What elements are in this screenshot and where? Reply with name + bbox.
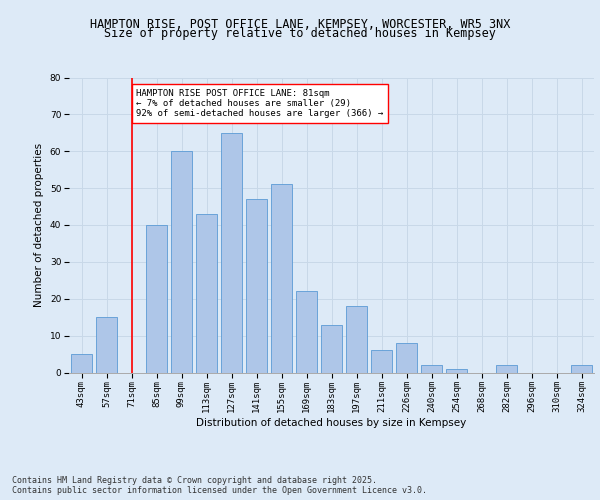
Bar [496, 365, 517, 372]
Bar [396, 343, 417, 372]
Bar [346, 306, 367, 372]
Bar [246, 199, 267, 372]
Bar [196, 214, 217, 372]
Bar [321, 324, 342, 372]
Bar [371, 350, 392, 372]
X-axis label: Distribution of detached houses by size in Kempsey: Distribution of detached houses by size … [196, 418, 467, 428]
Bar [96, 317, 117, 372]
Text: Contains HM Land Registry data © Crown copyright and database right 2025.
Contai: Contains HM Land Registry data © Crown c… [12, 476, 427, 495]
Bar [421, 365, 442, 372]
Text: HAMPTON RISE POST OFFICE LANE: 81sqm
← 7% of detached houses are smaller (29)
92: HAMPTON RISE POST OFFICE LANE: 81sqm ← 7… [137, 88, 384, 118]
Bar [146, 225, 167, 372]
Bar [221, 133, 242, 372]
Bar [171, 151, 192, 372]
Bar [296, 292, 317, 372]
Bar [446, 369, 467, 372]
Bar [271, 184, 292, 372]
Y-axis label: Number of detached properties: Number of detached properties [34, 143, 44, 307]
Bar [571, 365, 592, 372]
Text: Size of property relative to detached houses in Kempsey: Size of property relative to detached ho… [104, 28, 496, 40]
Text: HAMPTON RISE, POST OFFICE LANE, KEMPSEY, WORCESTER, WR5 3NX: HAMPTON RISE, POST OFFICE LANE, KEMPSEY,… [90, 18, 510, 30]
Bar [71, 354, 92, 372]
